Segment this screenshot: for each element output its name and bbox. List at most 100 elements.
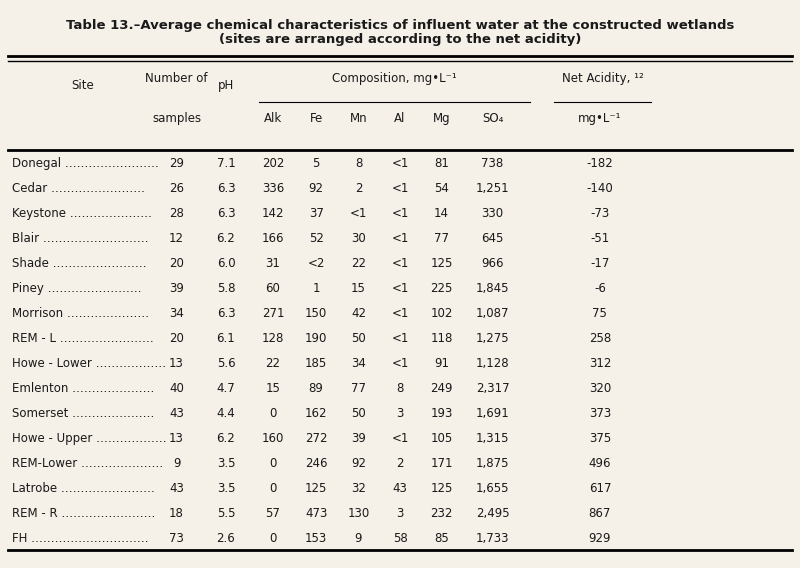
Text: Mn: Mn	[350, 112, 367, 125]
Text: Table 13.–Average chemical characteristics of influent water at the constructed : Table 13.–Average chemical characteristi…	[66, 19, 734, 32]
Text: Cedar ……………………: Cedar ……………………	[12, 182, 145, 195]
Text: <1: <1	[391, 157, 409, 170]
Text: 271: 271	[262, 307, 284, 320]
Text: 77: 77	[434, 232, 449, 245]
Text: 1,875: 1,875	[476, 457, 510, 470]
Text: 5.6: 5.6	[217, 357, 235, 370]
Text: Al: Al	[394, 112, 406, 125]
Text: 20: 20	[169, 257, 184, 270]
Text: 50: 50	[351, 407, 366, 420]
Text: 14: 14	[434, 207, 449, 220]
Text: 43: 43	[393, 482, 407, 495]
Text: <1: <1	[391, 182, 409, 195]
Text: 54: 54	[434, 182, 449, 195]
Text: 18: 18	[169, 507, 184, 520]
Text: 15: 15	[266, 382, 281, 395]
Text: 2,317: 2,317	[476, 382, 510, 395]
Text: 225: 225	[430, 282, 453, 295]
Text: 312: 312	[589, 357, 611, 370]
Text: 232: 232	[430, 507, 453, 520]
Text: 320: 320	[589, 382, 611, 395]
Text: 29: 29	[169, 157, 184, 170]
Text: 52: 52	[309, 232, 323, 245]
Text: 125: 125	[430, 482, 453, 495]
Text: 105: 105	[430, 432, 453, 445]
Text: 60: 60	[266, 282, 281, 295]
Text: 40: 40	[169, 382, 184, 395]
Text: Site: Site	[71, 79, 94, 92]
Text: 1,251: 1,251	[476, 182, 510, 195]
Text: 15: 15	[351, 282, 366, 295]
Text: <1: <1	[391, 257, 409, 270]
Text: 2: 2	[396, 457, 404, 470]
Text: -6: -6	[594, 282, 606, 295]
Text: SO₄: SO₄	[482, 112, 503, 125]
Text: Keystone …………………: Keystone …………………	[12, 207, 152, 220]
Text: 1,275: 1,275	[476, 332, 510, 345]
Text: 162: 162	[305, 407, 327, 420]
Text: 246: 246	[305, 457, 327, 470]
Text: 193: 193	[430, 407, 453, 420]
Text: 6.3: 6.3	[217, 207, 235, 220]
Text: 249: 249	[430, 382, 453, 395]
Text: 473: 473	[305, 507, 327, 520]
Text: samples: samples	[152, 112, 201, 125]
Text: 160: 160	[262, 432, 284, 445]
Text: <1: <1	[391, 432, 409, 445]
Text: REM - L ……………………: REM - L ……………………	[12, 332, 154, 345]
Text: 28: 28	[169, 207, 184, 220]
Text: 89: 89	[309, 382, 323, 395]
Text: REM-Lower …………………: REM-Lower …………………	[12, 457, 163, 470]
Text: Alk: Alk	[264, 112, 282, 125]
Text: 58: 58	[393, 532, 407, 545]
Text: 6.0: 6.0	[217, 257, 235, 270]
Text: 2,495: 2,495	[476, 507, 510, 520]
Text: 9: 9	[173, 457, 180, 470]
Text: 202: 202	[262, 157, 284, 170]
Text: <1: <1	[391, 332, 409, 345]
Text: 39: 39	[351, 432, 366, 445]
Text: 1,691: 1,691	[476, 407, 510, 420]
Text: 153: 153	[305, 532, 327, 545]
Text: 128: 128	[262, 332, 284, 345]
Text: 142: 142	[262, 207, 284, 220]
Text: 39: 39	[169, 282, 184, 295]
Text: Latrobe ……………………: Latrobe ……………………	[12, 482, 154, 495]
Text: 966: 966	[482, 257, 504, 270]
Text: 2: 2	[354, 182, 362, 195]
Text: 9: 9	[354, 532, 362, 545]
Text: Net Acidity, ¹²: Net Acidity, ¹²	[562, 72, 643, 85]
Text: 42: 42	[351, 307, 366, 320]
Text: 0: 0	[270, 532, 277, 545]
Text: 373: 373	[589, 407, 611, 420]
Text: 30: 30	[351, 232, 366, 245]
Text: Howe - Upper ………………: Howe - Upper ………………	[12, 432, 166, 445]
Text: 5: 5	[313, 157, 320, 170]
Text: 77: 77	[351, 382, 366, 395]
Text: Donegal ……………………: Donegal ……………………	[12, 157, 158, 170]
Text: -140: -140	[586, 182, 614, 195]
Text: 26: 26	[169, 182, 184, 195]
Text: <1: <1	[391, 307, 409, 320]
Text: <1: <1	[391, 357, 409, 370]
Text: mg•L⁻¹: mg•L⁻¹	[578, 112, 622, 125]
Text: 190: 190	[305, 332, 327, 345]
Text: 8: 8	[354, 157, 362, 170]
Text: Piney ……………………: Piney ……………………	[12, 282, 142, 295]
Text: 130: 130	[347, 507, 370, 520]
Text: <2: <2	[307, 257, 325, 270]
Text: 6.3: 6.3	[217, 182, 235, 195]
Text: <1: <1	[350, 207, 367, 220]
Text: 22: 22	[351, 257, 366, 270]
Text: 6.2: 6.2	[217, 232, 235, 245]
Text: 92: 92	[309, 182, 324, 195]
Text: -17: -17	[590, 257, 610, 270]
Text: 4.7: 4.7	[217, 382, 235, 395]
Text: 118: 118	[430, 332, 453, 345]
Text: Mg: Mg	[433, 112, 450, 125]
Text: 6.1: 6.1	[217, 332, 235, 345]
Text: 92: 92	[351, 457, 366, 470]
Text: 330: 330	[482, 207, 503, 220]
Text: 37: 37	[309, 207, 323, 220]
Text: 150: 150	[305, 307, 327, 320]
